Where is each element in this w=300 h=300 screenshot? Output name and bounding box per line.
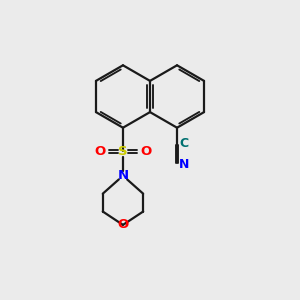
Text: C: C (179, 137, 188, 150)
Text: O: O (140, 145, 152, 158)
Text: N: N (178, 158, 189, 171)
Text: O: O (94, 145, 105, 158)
Text: O: O (117, 218, 129, 231)
Text: S: S (118, 145, 128, 158)
Text: N: N (117, 169, 128, 182)
